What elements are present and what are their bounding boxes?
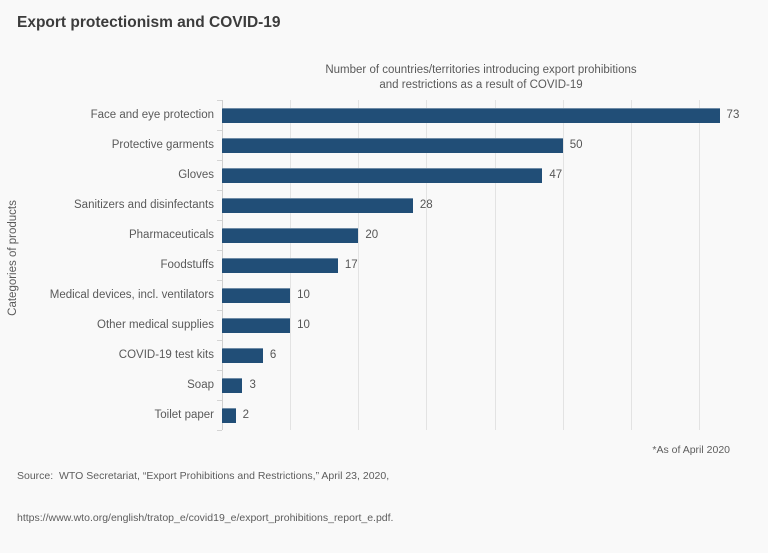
- category-label: Foodstuffs: [160, 259, 215, 271]
- bar: [222, 287, 291, 303]
- bar-row: Medical devices, incl. ventilators 10: [16, 280, 740, 310]
- gridline-20: [358, 100, 360, 430]
- bar-track: 28: [222, 190, 740, 220]
- bar-row: Foodstuffs 17: [16, 250, 740, 280]
- category-label: Face and eye protection: [90, 109, 214, 121]
- category-label: COVID-19 test kits: [118, 349, 214, 361]
- category-label: Medical devices, incl. ventilators: [49, 289, 214, 301]
- axis-tick: [217, 220, 222, 221]
- value-label: 50: [569, 139, 583, 151]
- chart-subtitle-line-1: Number of countries/territories introduc…: [325, 64, 637, 76]
- bar-row: Protective garments 50: [16, 130, 740, 160]
- bar-row: Soap 3: [16, 370, 740, 400]
- category-label: Other medical supplies: [97, 319, 214, 331]
- gridline-70: [699, 100, 701, 430]
- bar: [222, 347, 263, 363]
- source-line-2: https://www.wto.org/english/tratop_e/cov…: [17, 512, 394, 524]
- bar-track: 50: [222, 130, 740, 160]
- value-label: 28: [419, 199, 433, 211]
- gridline-60: [630, 100, 632, 430]
- value-label: 47: [549, 169, 563, 181]
- bar-row: Pharmaceuticals 20: [16, 220, 740, 250]
- axis-tick: [217, 370, 222, 371]
- axis-tick: [217, 100, 222, 101]
- source-note: Source: WTO Secretariat, “Export Prohibi…: [17, 441, 393, 553]
- gridline-40: [494, 100, 496, 430]
- bar-track: 20: [222, 220, 740, 250]
- bar: [222, 137, 563, 153]
- bar-chart: Face and eye protection 73 Protective garm…: [16, 100, 740, 431]
- axis-tick: [217, 190, 222, 191]
- page-title: Export protectionism and COVID-19: [17, 14, 281, 31]
- bar-track: 10: [222, 280, 740, 310]
- bar: [222, 257, 338, 273]
- chart-card: Export protectionism and COVID-19 Number…: [7, 14, 740, 524]
- bar-row: COVID-19 test kits 6: [16, 340, 740, 370]
- category-label: Protective garments: [111, 139, 214, 151]
- chart-subtitle: Number of countries/territories introduc…: [222, 63, 740, 93]
- value-label: 20: [365, 229, 379, 241]
- bar-track: 3: [222, 370, 740, 400]
- bar-track: 47: [222, 160, 740, 190]
- axis-tick: [217, 340, 222, 341]
- axis-tick: [217, 280, 222, 281]
- axis-tick: [217, 400, 222, 401]
- bar: [222, 227, 359, 243]
- axis-tick: [217, 130, 222, 131]
- category-label: Sanitizers and disinfectants: [74, 199, 214, 211]
- axis-tick: [217, 160, 222, 161]
- value-label: 6: [269, 349, 277, 361]
- value-label: 3: [249, 379, 256, 391]
- category-label: Pharmaceuticals: [128, 229, 214, 241]
- bar: [222, 377, 243, 393]
- bar-row: Toilet paper 2: [16, 400, 740, 430]
- bar-track: 2: [222, 400, 740, 430]
- category-label: Toilet paper: [154, 409, 214, 421]
- bar-track: 6: [222, 340, 740, 370]
- bar: [222, 107, 720, 123]
- chart-subtitle-line-2: and restrictions as a result of COVID-19: [379, 79, 583, 91]
- value-label: 2: [242, 409, 250, 421]
- value-label: 17: [344, 259, 358, 271]
- bar-row: Sanitizers and disinfectants 28: [16, 190, 740, 220]
- bar-track: 73: [222, 100, 740, 130]
- value-label: 10: [297, 319, 310, 331]
- bar: [222, 407, 236, 423]
- source-line-1: Source: WTO Secretariat, “Export Prohibi…: [17, 470, 390, 482]
- bar-track: 17: [222, 250, 740, 280]
- bar: [222, 167, 543, 183]
- category-label: Soap: [187, 379, 214, 391]
- gridline-30: [426, 100, 428, 430]
- bar-row: Gloves 47: [16, 160, 740, 190]
- value-label: 73: [726, 109, 740, 121]
- asof-note: *As of April 2020: [652, 444, 730, 456]
- bar-track: 10: [222, 310, 740, 340]
- bar-row: Other medical supplies 10: [16, 310, 740, 340]
- axis-tick: [217, 310, 222, 311]
- gridline-50: [562, 100, 564, 430]
- bar-rows: Face and eye protection 73 Protective garm…: [16, 100, 740, 430]
- bar: [222, 197, 413, 213]
- category-label: Gloves: [178, 169, 214, 181]
- value-label: 10: [297, 289, 310, 301]
- axis-tick: [217, 250, 222, 251]
- axis-tick: [217, 430, 222, 431]
- bar: [222, 317, 291, 333]
- bar-row: Face and eye protection 73: [16, 100, 740, 130]
